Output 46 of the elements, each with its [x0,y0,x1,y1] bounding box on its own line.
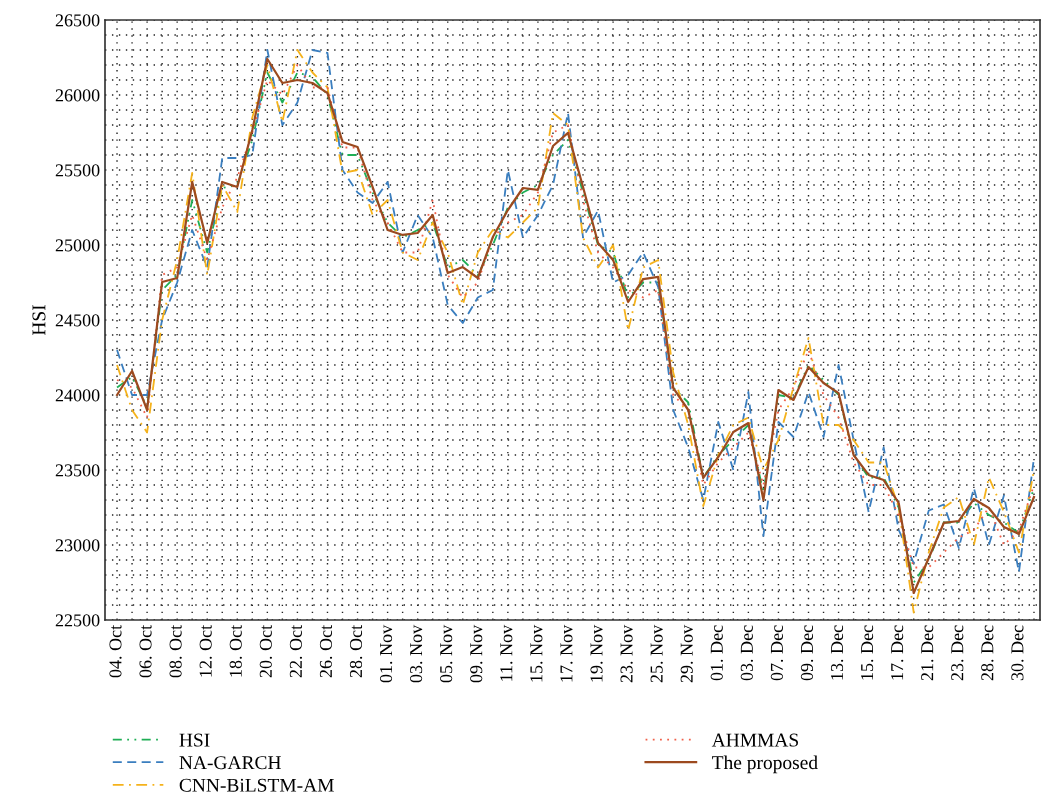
x-tick-label: 03. Nov [410,624,423,683]
y-tick-label: 23000 [55,539,100,552]
x-tick-label: 23. Dec [951,625,964,681]
x-tick-label: 15. Dec [861,625,874,680]
x-tick-label: 06. Oct [139,624,152,678]
legend-label: NA-GARCH [179,756,281,770]
y-tick-label: 25500 [55,164,100,177]
legend-label: AHMMAS [711,733,798,747]
legend-label: The proposed [712,755,818,774]
x-tick-label: 11. Nov [500,624,513,681]
x-tick-label: 03. Dec [740,625,753,681]
x-tick-label: 15. Nov [530,624,543,682]
x-tick-label: 05. Nov [440,624,453,683]
x-tick-label: 18. Oct [229,624,242,677]
y-tick-label: 23500 [55,464,100,477]
x-tick-label: 01. Nov [379,624,393,683]
x-tick-label: 22. Oct [289,624,303,678]
y-tick-label: 26000 [55,89,100,102]
x-tick-label: 09. Nov [470,624,483,683]
y-tick-label: 24000 [55,389,100,402]
x-tick-label: 21. Dec [921,625,934,681]
x-tick-label: 07. Dec [770,625,784,681]
x-tick-label: 08. Oct [169,624,182,678]
x-tick-label: 17. Nov [560,624,573,682]
y-axis-title: HSI [32,305,46,336]
x-tick-label: 26. Oct [319,624,333,678]
x-tick-label: 29. Nov [680,624,693,683]
x-tick-label: 09. Dec [800,625,814,681]
legend-label: CNN-BiLSTM-AM [179,778,334,792]
x-tick-label: 04. Oct [109,624,122,678]
x-tick-label: 20. Oct [259,624,272,678]
x-tick-label: 01. Dec [710,625,723,681]
y-tick-label: 24500 [55,314,100,327]
x-tick-label: 25. Nov [650,624,663,683]
x-tick-label: 28. Oct [349,624,363,678]
y-tick-label: 25000 [55,239,100,252]
x-tick-label: 19. Nov [590,624,603,682]
x-tick-label: 28. Dec [981,625,994,681]
y-tick-label: 22500 [55,614,100,627]
x-tick-label: 17. Dec [891,625,904,680]
x-tick-label: 12. Oct [199,624,212,677]
legend-label: HSI [179,733,210,747]
y-tick-label: 26500 [55,14,100,27]
x-tick-label: 23. Nov [620,624,633,683]
x-tick-label: 13. Dec [830,625,844,680]
x-tick-label: 30. Dec [1011,625,1024,681]
